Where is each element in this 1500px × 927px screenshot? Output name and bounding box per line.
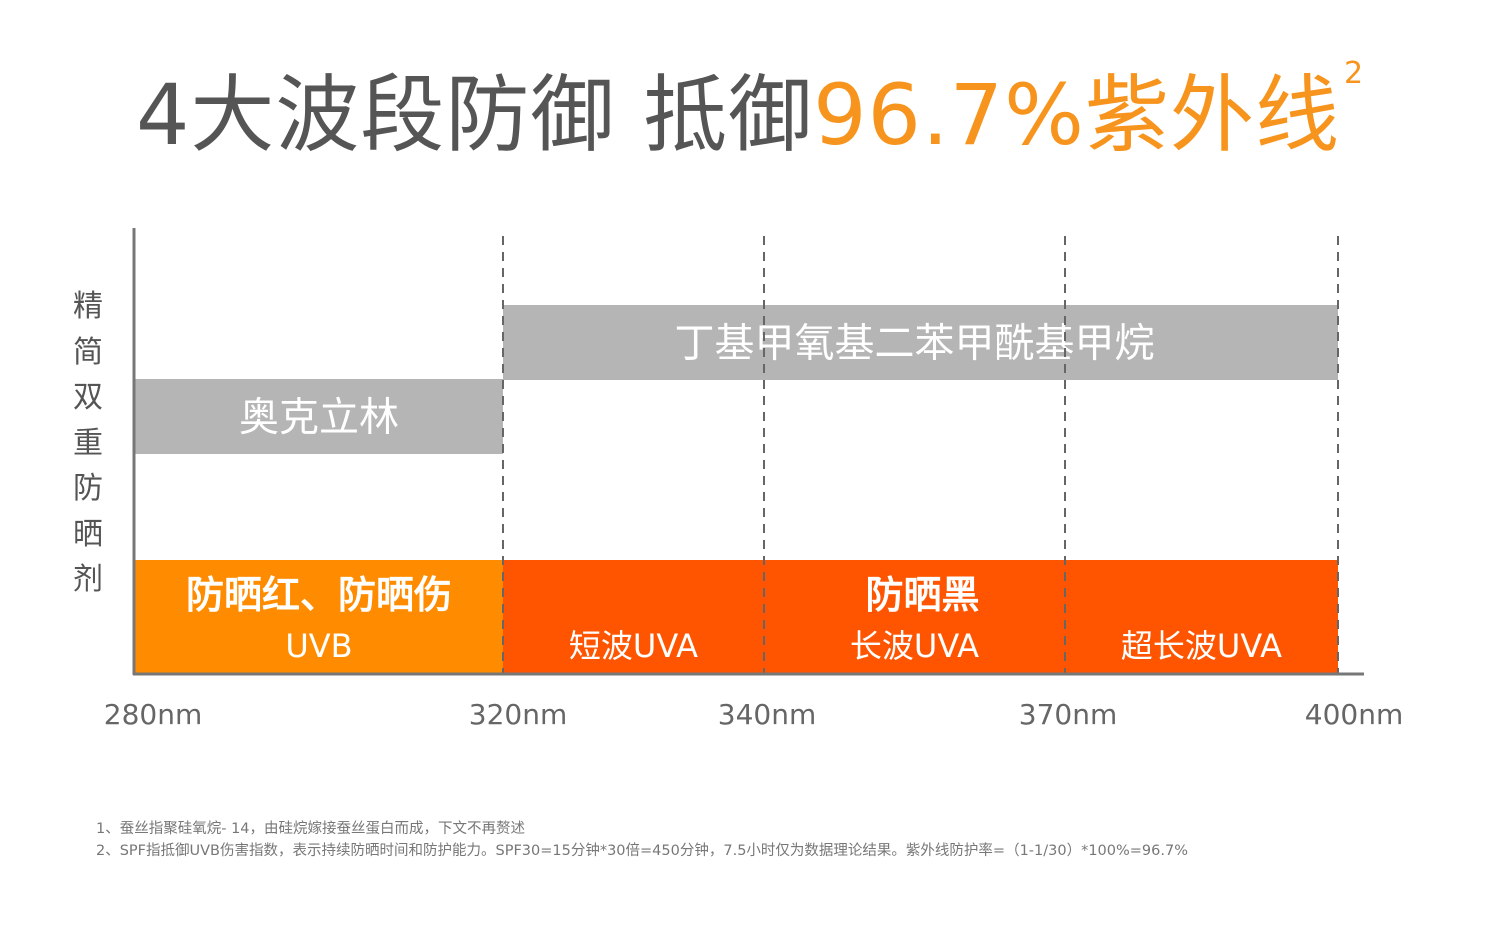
title-highlight: 96.7%紫外线 [813,66,1340,164]
filter-bar [135,379,503,454]
uv-band-bar [503,560,764,674]
x-tick-label: 340nm [718,698,816,731]
uv-band-bar [1065,560,1338,674]
footnotes: 1、蚕丝指聚硅氧烷- 14，由硅烷嫁接蚕丝蛋白而成，下文不再赘述 2、SPF指抵… [96,818,1188,862]
page-title: 4大波段防御 抵御96.7%紫外线 2 [0,48,1500,169]
uv-band-label: 长波UVA [850,627,979,665]
y-axis-label: 精简双重防晒剂 [73,289,103,597]
title-footnote-mark: 2 [1343,56,1365,91]
footnote-2: 2、SPF指抵御UVB伤害指数，表示持续防晒时间和防护能力。SPF30=15分钟… [96,843,1188,859]
x-tick-label: 280nm [104,698,202,731]
x-tick-label: 370nm [1019,698,1117,731]
filter-bar [503,305,1338,380]
uv-band-label: 超长波UVA [1121,627,1282,665]
effect-label: 防晒黑 [865,573,979,617]
effect-label: 防晒红、防晒伤 [186,573,452,617]
uv-band-bar [764,560,1065,674]
uv-band-label: UVB [285,627,352,665]
filter-label: 丁基甲氧基二苯甲酰基甲烷 [675,321,1155,367]
title-main: 4大波段防御 抵御 [135,66,814,164]
x-tick-label: 400nm [1305,698,1403,731]
uv-band-bar [135,560,503,674]
footnote-1: 1、蚕丝指聚硅氧烷- 14，由硅烷嫁接蚕丝蛋白而成，下文不再赘述 [96,821,526,837]
uv-protection-chart: 奥克立林 丁基甲氧基二苯甲酰基甲烷 UVB 短波UVA 长波UVA 超长波UVA 防晒红、防… [104,228,1403,731]
x-tick-label: 320nm [469,698,567,731]
filter-label: 奥克立林 [239,395,399,441]
uv-band-label: 短波UVA [569,627,698,665]
